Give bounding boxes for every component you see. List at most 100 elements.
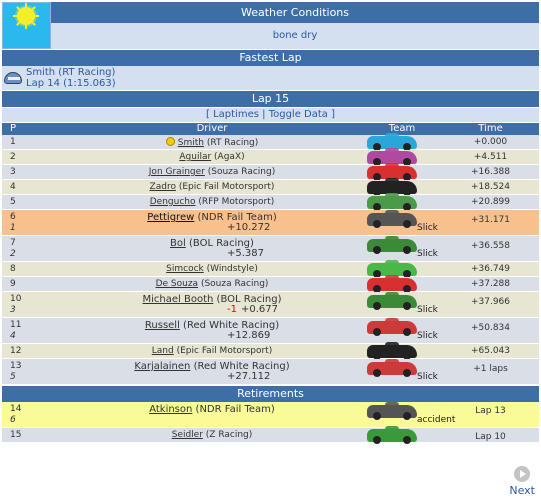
car-icon [367, 236, 417, 254]
driver-team: (RT Racing) [206, 138, 259, 148]
position-cell: 4 [2, 180, 62, 194]
position-cell: 11 4 [2, 318, 62, 343]
team-cell [362, 163, 442, 181]
driver-link[interactable]: Zadro [149, 182, 176, 192]
bracket-close: ] [331, 109, 335, 120]
driver-link[interactable]: Smith [177, 138, 204, 148]
driver-link[interactable]: Bol [170, 238, 186, 249]
driver-link[interactable]: Russell [144, 320, 180, 331]
position: 14 [10, 404, 22, 414]
weather-title: Weather Conditions [51, 2, 539, 23]
position: 2 [10, 152, 16, 162]
driver-link[interactable]: Simcock [166, 264, 204, 274]
link-separator: | [262, 109, 266, 120]
position: 6 [10, 212, 16, 222]
position-cell: 12 [2, 344, 62, 358]
table-row: 12 Land (Epic Fail Motorsport) +65.043 [2, 342, 539, 360]
driver-cell: Michael Booth (BOL Racing) -1 +0.677 [62, 292, 362, 317]
time-value: +36.558 [470, 241, 511, 251]
position: 15 [10, 430, 22, 440]
driver-cell: Smith (RT Racing) [62, 135, 362, 149]
fastest-lap-time: Lap 14 (1:15.063) [26, 78, 116, 89]
team-cell: Slick [362, 292, 442, 317]
time-cell: +0.000 [442, 135, 539, 149]
car-icon [367, 210, 417, 228]
col-driver: Driver [196, 123, 228, 134]
driver-link[interactable]: De Souza [155, 279, 199, 289]
next-arrow-icon [514, 466, 531, 482]
positions-gained: 4 [10, 331, 16, 341]
time-value: +37.288 [470, 279, 511, 289]
position-cell: 13 5 [2, 359, 62, 384]
position: 1 [10, 137, 16, 147]
time-value: +20.899 [470, 197, 511, 207]
car-icon [367, 342, 417, 360]
driver-cell: Russell (Red White Racing) +12.869 [62, 318, 362, 343]
driver-cell: De Souza (Souza Racing) [62, 277, 362, 291]
driver-cell: Land (Epic Fail Motorsport) [62, 344, 362, 358]
table-row: 7 2 Bol (BOL Racing) +5.387 Slick +36.55… [2, 236, 539, 262]
driver-team: (Windstyle) [206, 264, 258, 274]
gap-delta: +10.272 [227, 222, 271, 233]
driver-link[interactable]: Pettigrew [147, 212, 195, 223]
team-cell: Slick [362, 236, 442, 261]
sun-icon [2, 2, 51, 49]
position-cell: 3 [2, 165, 62, 179]
tyre-status: Slick [417, 331, 438, 341]
col-team: Team [388, 123, 416, 134]
driver-link[interactable]: Dengucho [149, 197, 196, 207]
driver-link[interactable]: Aguilar [179, 152, 212, 162]
positions-gained: 1 [10, 223, 16, 233]
driver-link[interactable]: Jon Grainger [148, 167, 205, 177]
car-icon [367, 359, 417, 377]
team-cell [362, 148, 442, 166]
time-value: +1 laps [473, 364, 508, 374]
driver-team: (Red White Racing) [183, 320, 280, 331]
retirements-title: Retirements [2, 386, 539, 402]
time-cell: +37.288 [442, 277, 539, 291]
team-cell [362, 193, 442, 211]
driver-cell: Seidler (Z Racing) [62, 428, 362, 442]
driver-team: (NDR Fail Team) [195, 404, 275, 415]
lap-links: [ Laptimes | Toggle Data ] [2, 108, 539, 122]
driver-cell: Jon Grainger (Souza Racing) [62, 165, 362, 179]
driver-team: (BOL Racing) [189, 238, 254, 249]
next-button[interactable]: Next [509, 466, 535, 497]
time-value: +4.511 [473, 152, 508, 162]
position: 12 [10, 346, 22, 356]
time-cell: Lap 13 [442, 402, 539, 427]
car-icon [367, 318, 417, 336]
position-cell: 8 [2, 262, 62, 276]
driver-team: (Epic Fail Motorsport) [178, 182, 275, 192]
driver-link[interactable]: Atkinson [149, 404, 193, 415]
position-cell: 1 [2, 135, 62, 149]
driver-cell: Bol (BOL Racing) +5.387 [62, 236, 362, 261]
team-cell [362, 275, 442, 293]
driver-cell: Aguilar (AgaX) [62, 150, 362, 164]
driver-link[interactable]: Land [151, 346, 174, 356]
team-cell: Slick [362, 318, 442, 343]
driver-cell: Zadro (Epic Fail Motorsport) [62, 180, 362, 194]
time-value: Lap 13 [475, 406, 506, 416]
team-cell: Slick [362, 210, 442, 235]
weather-panel: Weather Conditions bone dry [2, 2, 539, 49]
position-cell: 14 6 [2, 402, 62, 427]
team-cell [362, 178, 442, 196]
driver-link[interactable]: Seidler [171, 430, 203, 440]
position: 10 [10, 294, 22, 304]
col-time: Time [478, 123, 503, 134]
toggle-data-link[interactable]: Toggle Data [268, 109, 328, 120]
laptimes-link[interactable]: Laptimes [213, 109, 259, 120]
driver-cell: Karjalainen (Red White Racing) +27.112 [62, 359, 362, 384]
time-value: +36.749 [470, 264, 511, 274]
time-value: +31.171 [470, 215, 511, 225]
driver-link[interactable]: Michael Booth [142, 294, 214, 305]
time-cell: +4.511 [442, 150, 539, 164]
position-cell: 10 3 [2, 292, 62, 317]
position-cell: 5 [2, 195, 62, 209]
table-row: 15 Seidler (Z Racing) Lap 10 [2, 426, 539, 444]
driver-link[interactable]: Karjalainen [134, 361, 191, 372]
driver-cell: Dengucho (RFP Motorsport) [62, 195, 362, 209]
car-icon [367, 426, 417, 444]
tyre-status: Slick [417, 305, 438, 315]
